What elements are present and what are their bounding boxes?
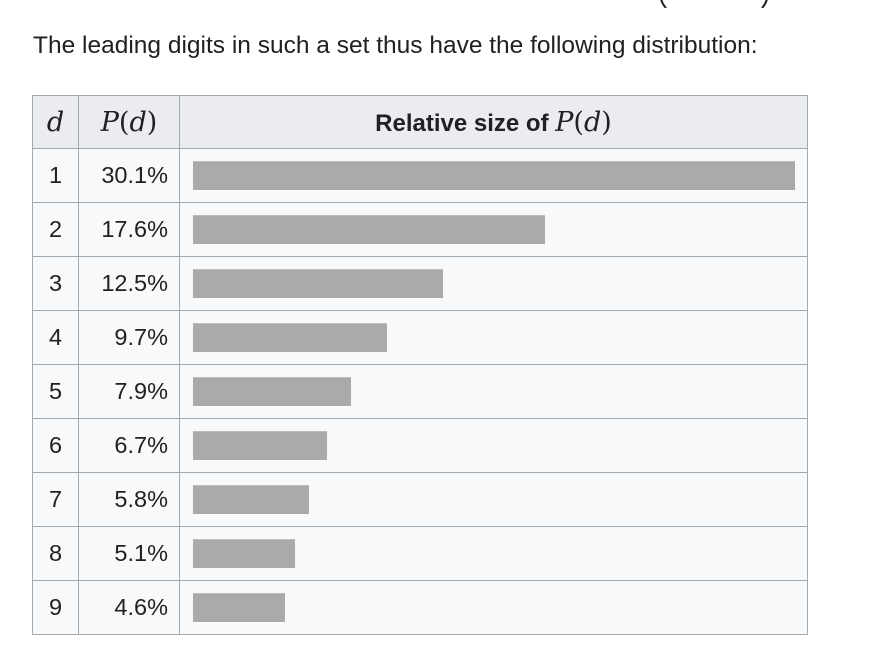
relative-size-cell (179, 472, 808, 527)
relative-size-bar (193, 161, 795, 190)
digit-cell: 7 (32, 472, 79, 527)
table-row: 6 6.7% (32, 418, 808, 473)
relative-size-bar (193, 485, 309, 514)
header-relative-size: Relative size of P(d) (179, 95, 808, 149)
header-d: d (32, 95, 79, 149)
table-row: 4 9.7% (32, 310, 808, 365)
formula-fragment (660, 0, 768, 8)
table-row: 7 5.8% (32, 472, 808, 527)
table-row: 1 30.1% (32, 148, 808, 203)
table-row: 9 4.6% (32, 580, 808, 635)
digit-cell: 1 (32, 148, 79, 203)
relative-size-bar (193, 215, 545, 244)
leading-digit-distribution-table: d P(d) Relative size of P(d) 1 30.1% 2 17.6… (32, 95, 808, 635)
relative-size-cell (179, 364, 808, 419)
probability-cell: 7.9% (78, 364, 180, 419)
relative-size-bar (193, 269, 443, 298)
relative-size-bar (193, 593, 285, 622)
relative-size-cell (179, 202, 808, 257)
relative-size-bar (193, 377, 351, 406)
relative-size-cell (179, 310, 808, 365)
probability-cell: 5.1% (78, 526, 180, 581)
relative-size-cell (179, 580, 808, 635)
header-p-of-d: P(d) (78, 95, 180, 149)
probability-cell: 6.7% (78, 418, 180, 473)
relative-size-bar (193, 431, 327, 460)
digit-cell: 3 (32, 256, 79, 311)
relative-size-cell (179, 526, 808, 581)
relative-size-bar (193, 323, 387, 352)
table-header-row: d P(d) Relative size of P(d) (32, 95, 808, 149)
relative-size-cell (179, 148, 808, 203)
intro-text: The leading digits in such a set thus ha… (33, 32, 758, 59)
digit-cell: 2 (32, 202, 79, 257)
relative-size-cell (179, 418, 808, 473)
digit-cell: 6 (32, 418, 79, 473)
digit-cell: 4 (32, 310, 79, 365)
probability-cell: 4.6% (78, 580, 180, 635)
relative-size-bar (193, 539, 295, 568)
table-row: 8 5.1% (32, 526, 808, 581)
table-row: 5 7.9% (32, 364, 808, 419)
probability-cell: 12.5% (78, 256, 180, 311)
table-row: 3 12.5% (32, 256, 808, 311)
digit-cell: 8 (32, 526, 79, 581)
table-row: 2 17.6% (32, 202, 808, 257)
relative-size-cell (179, 256, 808, 311)
probability-cell: 9.7% (78, 310, 180, 365)
probability-cell: 30.1% (78, 148, 180, 203)
probability-cell: 17.6% (78, 202, 180, 257)
probability-cell: 5.8% (78, 472, 180, 527)
digit-cell: 5 (32, 364, 79, 419)
digit-cell: 9 (32, 580, 79, 635)
header-relative-label: Relative size of (375, 109, 556, 137)
